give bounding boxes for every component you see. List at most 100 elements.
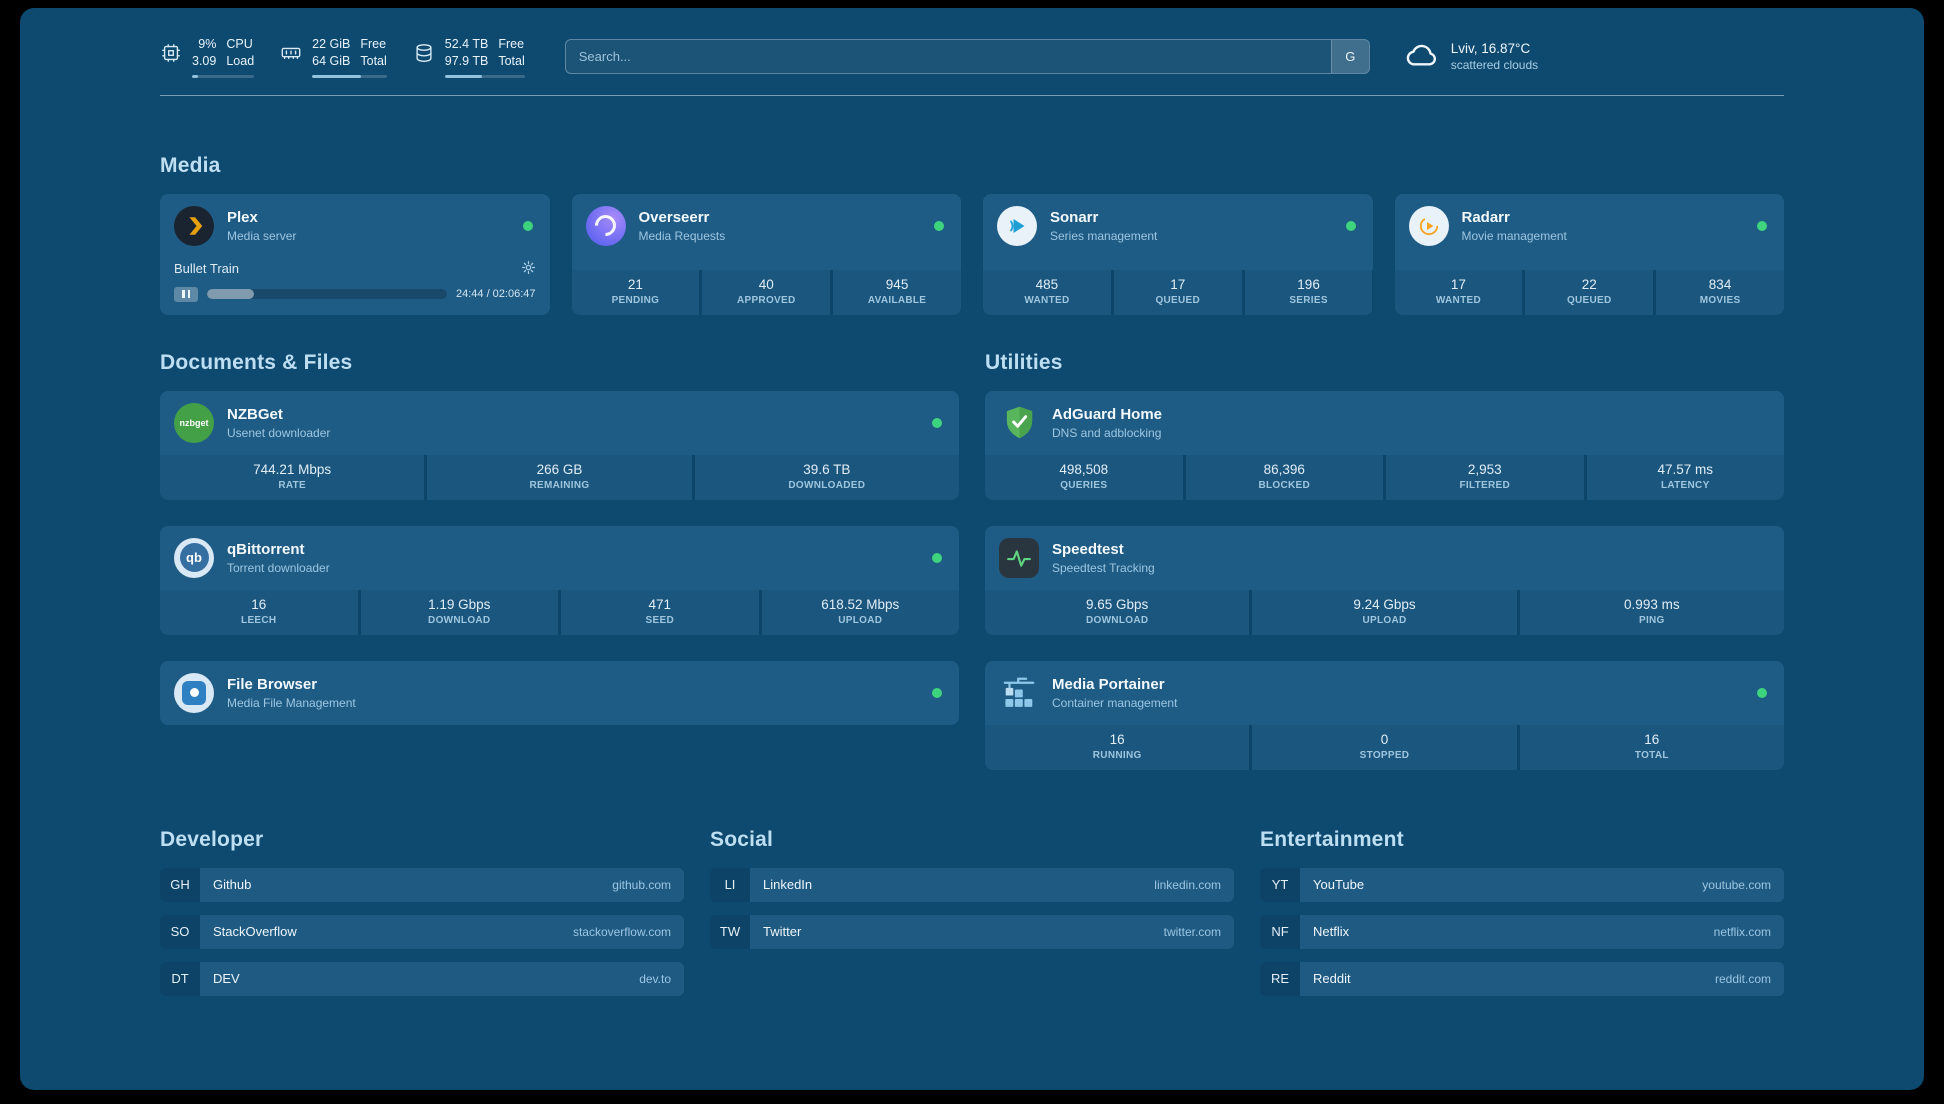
pause-button[interactable] — [174, 286, 198, 302]
bookmark-abbr: YT — [1260, 867, 1300, 902]
disk-total-value: 97.9 TB — [444, 54, 489, 69]
bookmark-name: Github — [213, 877, 252, 892]
memory-progress-bar — [312, 74, 387, 78]
bookmark-name: YouTube — [1313, 877, 1365, 892]
gear-icon — [521, 260, 536, 278]
adguard-icon — [999, 403, 1039, 443]
bookmark-youtube[interactable]: YT YouTube youtube.com — [1260, 867, 1784, 902]
section-media: Media Plex Media server — [160, 154, 1784, 315]
service-description: Torrent downloader — [227, 560, 330, 575]
status-dot-online — [1345, 220, 1356, 231]
stat-approved: 40 APPROVED — [702, 269, 831, 315]
bookmark-domain: reddit.com — [1714, 971, 1771, 986]
bookmark-linkedin[interactable]: LI LinkedIn linkedin.com — [710, 867, 1234, 902]
service-card-adguard: AdGuard Home DNS and adblocking 498,508 … — [985, 390, 1784, 500]
stat-wanted: 17 WANTED — [1394, 269, 1523, 315]
bookmark-dev[interactable]: DT DEV dev.to — [160, 961, 684, 996]
homepage-dashboard: 9% CPU 3.09 Load 22 GiB Free 64 G — [20, 8, 1924, 1090]
section-title-utilities: Utilities — [985, 350, 1063, 374]
service-link-nzbget[interactable]: nzbget NZBGet Usenet downloader — [160, 391, 959, 455]
bookmarks-social: Social LI LinkedIn linkedin.com TW Twitt… — [710, 828, 1234, 996]
bookmark-abbr: NF — [1260, 914, 1300, 949]
stat-blocked: 86,396 BLOCKED — [1185, 454, 1383, 500]
stat-seed: 471 SEED — [561, 589, 759, 635]
stat-download: 9.65 Gbps DOWNLOAD — [985, 589, 1250, 635]
playback-progress-bar[interactable] — [207, 289, 447, 299]
plex-now-playing: Bullet Train 24 — [160, 258, 550, 315]
service-link-qbittorrent[interactable]: qb qBittorrent Torrent downloader — [160, 526, 959, 590]
weather-location: Lviv, 16.87°C — [1450, 41, 1531, 57]
service-link-plex[interactable]: Plex Media server — [160, 194, 550, 258]
speedtest-icon — [999, 537, 1039, 578]
bookmark-netflix[interactable]: NF Netflix netflix.com — [1260, 914, 1784, 949]
qbittorrent-icon: qb — [174, 537, 214, 578]
bookmark-abbr: RE — [1260, 961, 1300, 996]
service-link-speedtest[interactable]: Speedtest Speedtest Tracking — [985, 526, 1784, 590]
service-name: File Browser — [227, 675, 318, 693]
service-link-filebrowser[interactable]: File Browser Media File Management — [160, 661, 959, 725]
service-link-overseerr[interactable]: Overseerr Media Requests — [572, 194, 962, 258]
plex-settings-button[interactable] — [521, 260, 536, 278]
bookmark-name: LinkedIn — [763, 877, 813, 892]
stat-wanted: 485 WANTED — [983, 269, 1111, 315]
stat-leech: 16 LEECH — [160, 589, 358, 635]
stat-queries: 498,508 QUERIES — [985, 454, 1183, 500]
disk-free-label: Free — [498, 37, 525, 51]
service-card-portainer: Media Portainer Container management 16 … — [985, 660, 1784, 770]
service-description: Movie management — [1461, 228, 1567, 243]
service-name: Media Portainer — [1052, 675, 1165, 693]
stat-queued: 17 QUEUED — [1113, 269, 1242, 315]
search-engine-button[interactable]: G — [1330, 40, 1369, 74]
section-documents: Documents & Files nzbget NZBGet Usenet d… — [160, 351, 959, 770]
bookmark-reddit[interactable]: RE Reddit reddit.com — [1260, 961, 1784, 996]
service-card-radarr: Radarr Movie management 17 WANTED 22 QUE… — [1394, 193, 1785, 315]
bookmark-github[interactable]: GH Github github.com — [160, 867, 684, 902]
disk-widget: 52.4 TB Free 97.9 TB Total — [413, 36, 525, 78]
bookmark-domain: linkedin.com — [1154, 877, 1221, 892]
cpu-progress-bar — [192, 74, 255, 78]
bookmark-twitter[interactable]: TW Twitter twitter.com — [710, 914, 1234, 949]
radarr-icon — [1408, 205, 1449, 246]
service-card-qbittorrent: qb qBittorrent Torrent downloader 16 LEE… — [160, 525, 959, 635]
service-link-portainer[interactable]: Media Portainer Container management — [985, 661, 1784, 725]
pause-icon — [182, 290, 185, 298]
section-title-developer: Developer — [160, 827, 264, 851]
portainer-icon — [999, 673, 1039, 713]
bookmark-domain: twitter.com — [1163, 924, 1221, 939]
memory-total-value: 64 GiB — [312, 54, 351, 69]
bookmark-domain: dev.to — [639, 971, 671, 986]
section-title-media: Media — [160, 153, 221, 177]
memory-free-label: Free — [360, 37, 387, 51]
memory-widget: 22 GiB Free 64 GiB Total — [280, 36, 387, 78]
service-name: NZBGet — [227, 405, 283, 423]
service-link-adguard[interactable]: AdGuard Home DNS and adblocking — [985, 391, 1784, 455]
memory-progress-fill — [312, 74, 362, 78]
service-name: Overseerr — [638, 208, 710, 226]
memory-free-value: 22 GiB — [312, 37, 351, 51]
service-description: Series management — [1050, 228, 1158, 243]
bookmark-abbr: DT — [160, 961, 200, 996]
search-input[interactable] — [565, 40, 1331, 74]
service-name: AdGuard Home — [1052, 405, 1163, 423]
filebrowser-icon — [174, 672, 214, 713]
cpu-usage-value: 9% — [198, 37, 217, 51]
cpu-widget: 9% CPU 3.09 Load — [160, 36, 255, 78]
service-name: Speedtest — [1052, 540, 1124, 558]
stat-upload: 9.24 Gbps UPLOAD — [1252, 589, 1517, 635]
status-dot-online — [932, 552, 942, 563]
service-description: Speedtest Tracking — [1052, 560, 1155, 575]
stat-pending: 21 PENDING — [571, 269, 700, 315]
stat-download: 1.19 Gbps DOWNLOAD — [360, 589, 558, 635]
bookmark-stackoverflow[interactable]: SO StackOverflow stackoverflow.com — [160, 914, 684, 949]
cpu-load-value: 3.09 — [192, 54, 217, 69]
service-link-radarr[interactable]: Radarr Movie management — [1395, 194, 1785, 258]
stat-remaining: 266 GB REMAINING — [427, 454, 692, 500]
service-description: Media server — [227, 228, 297, 243]
service-link-sonarr[interactable]: Sonarr Series management — [983, 194, 1373, 258]
status-dot-online — [1757, 220, 1767, 231]
bookmark-domain: stackoverflow.com — [572, 924, 671, 939]
stat-series: 196 SERIES — [1244, 269, 1373, 315]
bookmarks-entertainment: Entertainment YT YouTube youtube.com NF … — [1260, 828, 1784, 996]
section-title-social: Social — [710, 827, 774, 851]
disk-progress-bar — [444, 74, 525, 78]
